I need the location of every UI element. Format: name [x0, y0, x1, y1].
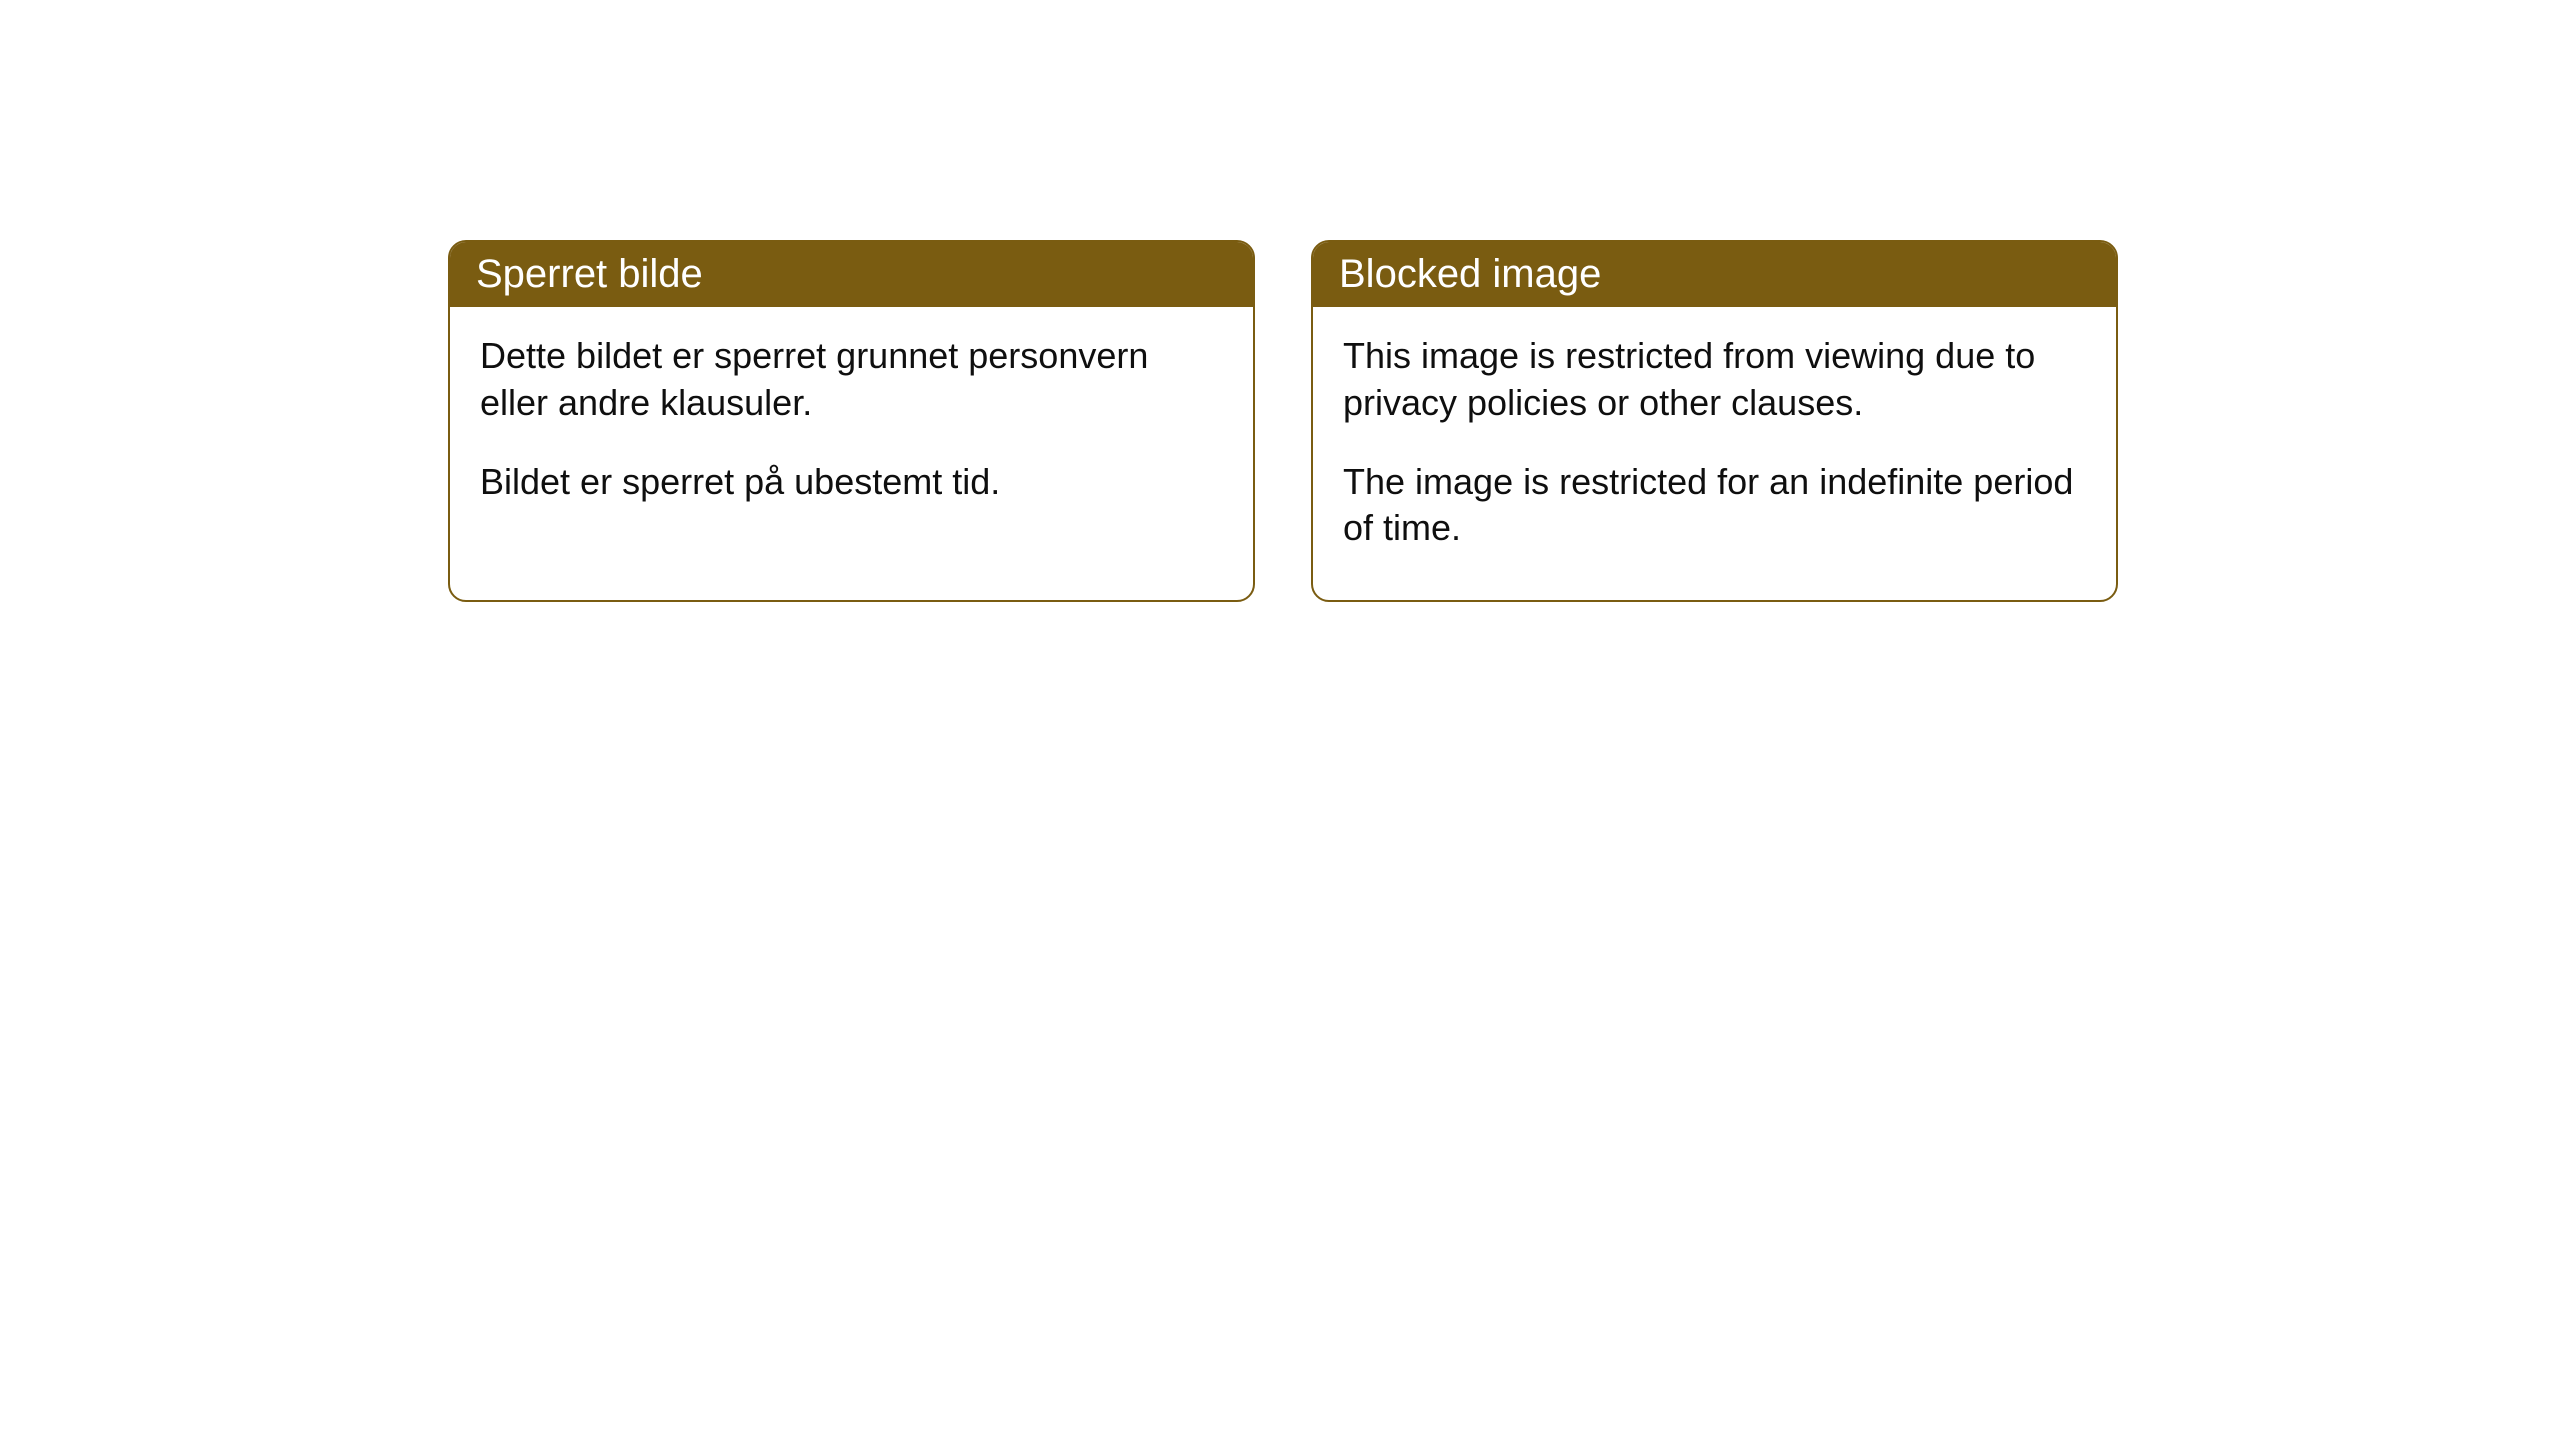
card-title: Blocked image: [1339, 252, 1601, 296]
card-paragraph: This image is restricted from viewing du…: [1343, 333, 2086, 427]
card-header-norwegian: Sperret bilde: [450, 242, 1253, 307]
card-body-norwegian: Dette bildet er sperret grunnet personve…: [450, 307, 1253, 553]
card-title: Sperret bilde: [476, 252, 703, 296]
card-paragraph: The image is restricted for an indefinit…: [1343, 459, 2086, 553]
notice-cards-container: Sperret bilde Dette bildet er sperret gr…: [448, 240, 2560, 602]
card-paragraph: Bildet er sperret på ubestemt tid.: [480, 459, 1223, 506]
notice-card-norwegian: Sperret bilde Dette bildet er sperret gr…: [448, 240, 1255, 602]
card-header-english: Blocked image: [1313, 242, 2116, 307]
card-paragraph: Dette bildet er sperret grunnet personve…: [480, 333, 1223, 427]
notice-card-english: Blocked image This image is restricted f…: [1311, 240, 2118, 602]
card-body-english: This image is restricted from viewing du…: [1313, 307, 2116, 600]
